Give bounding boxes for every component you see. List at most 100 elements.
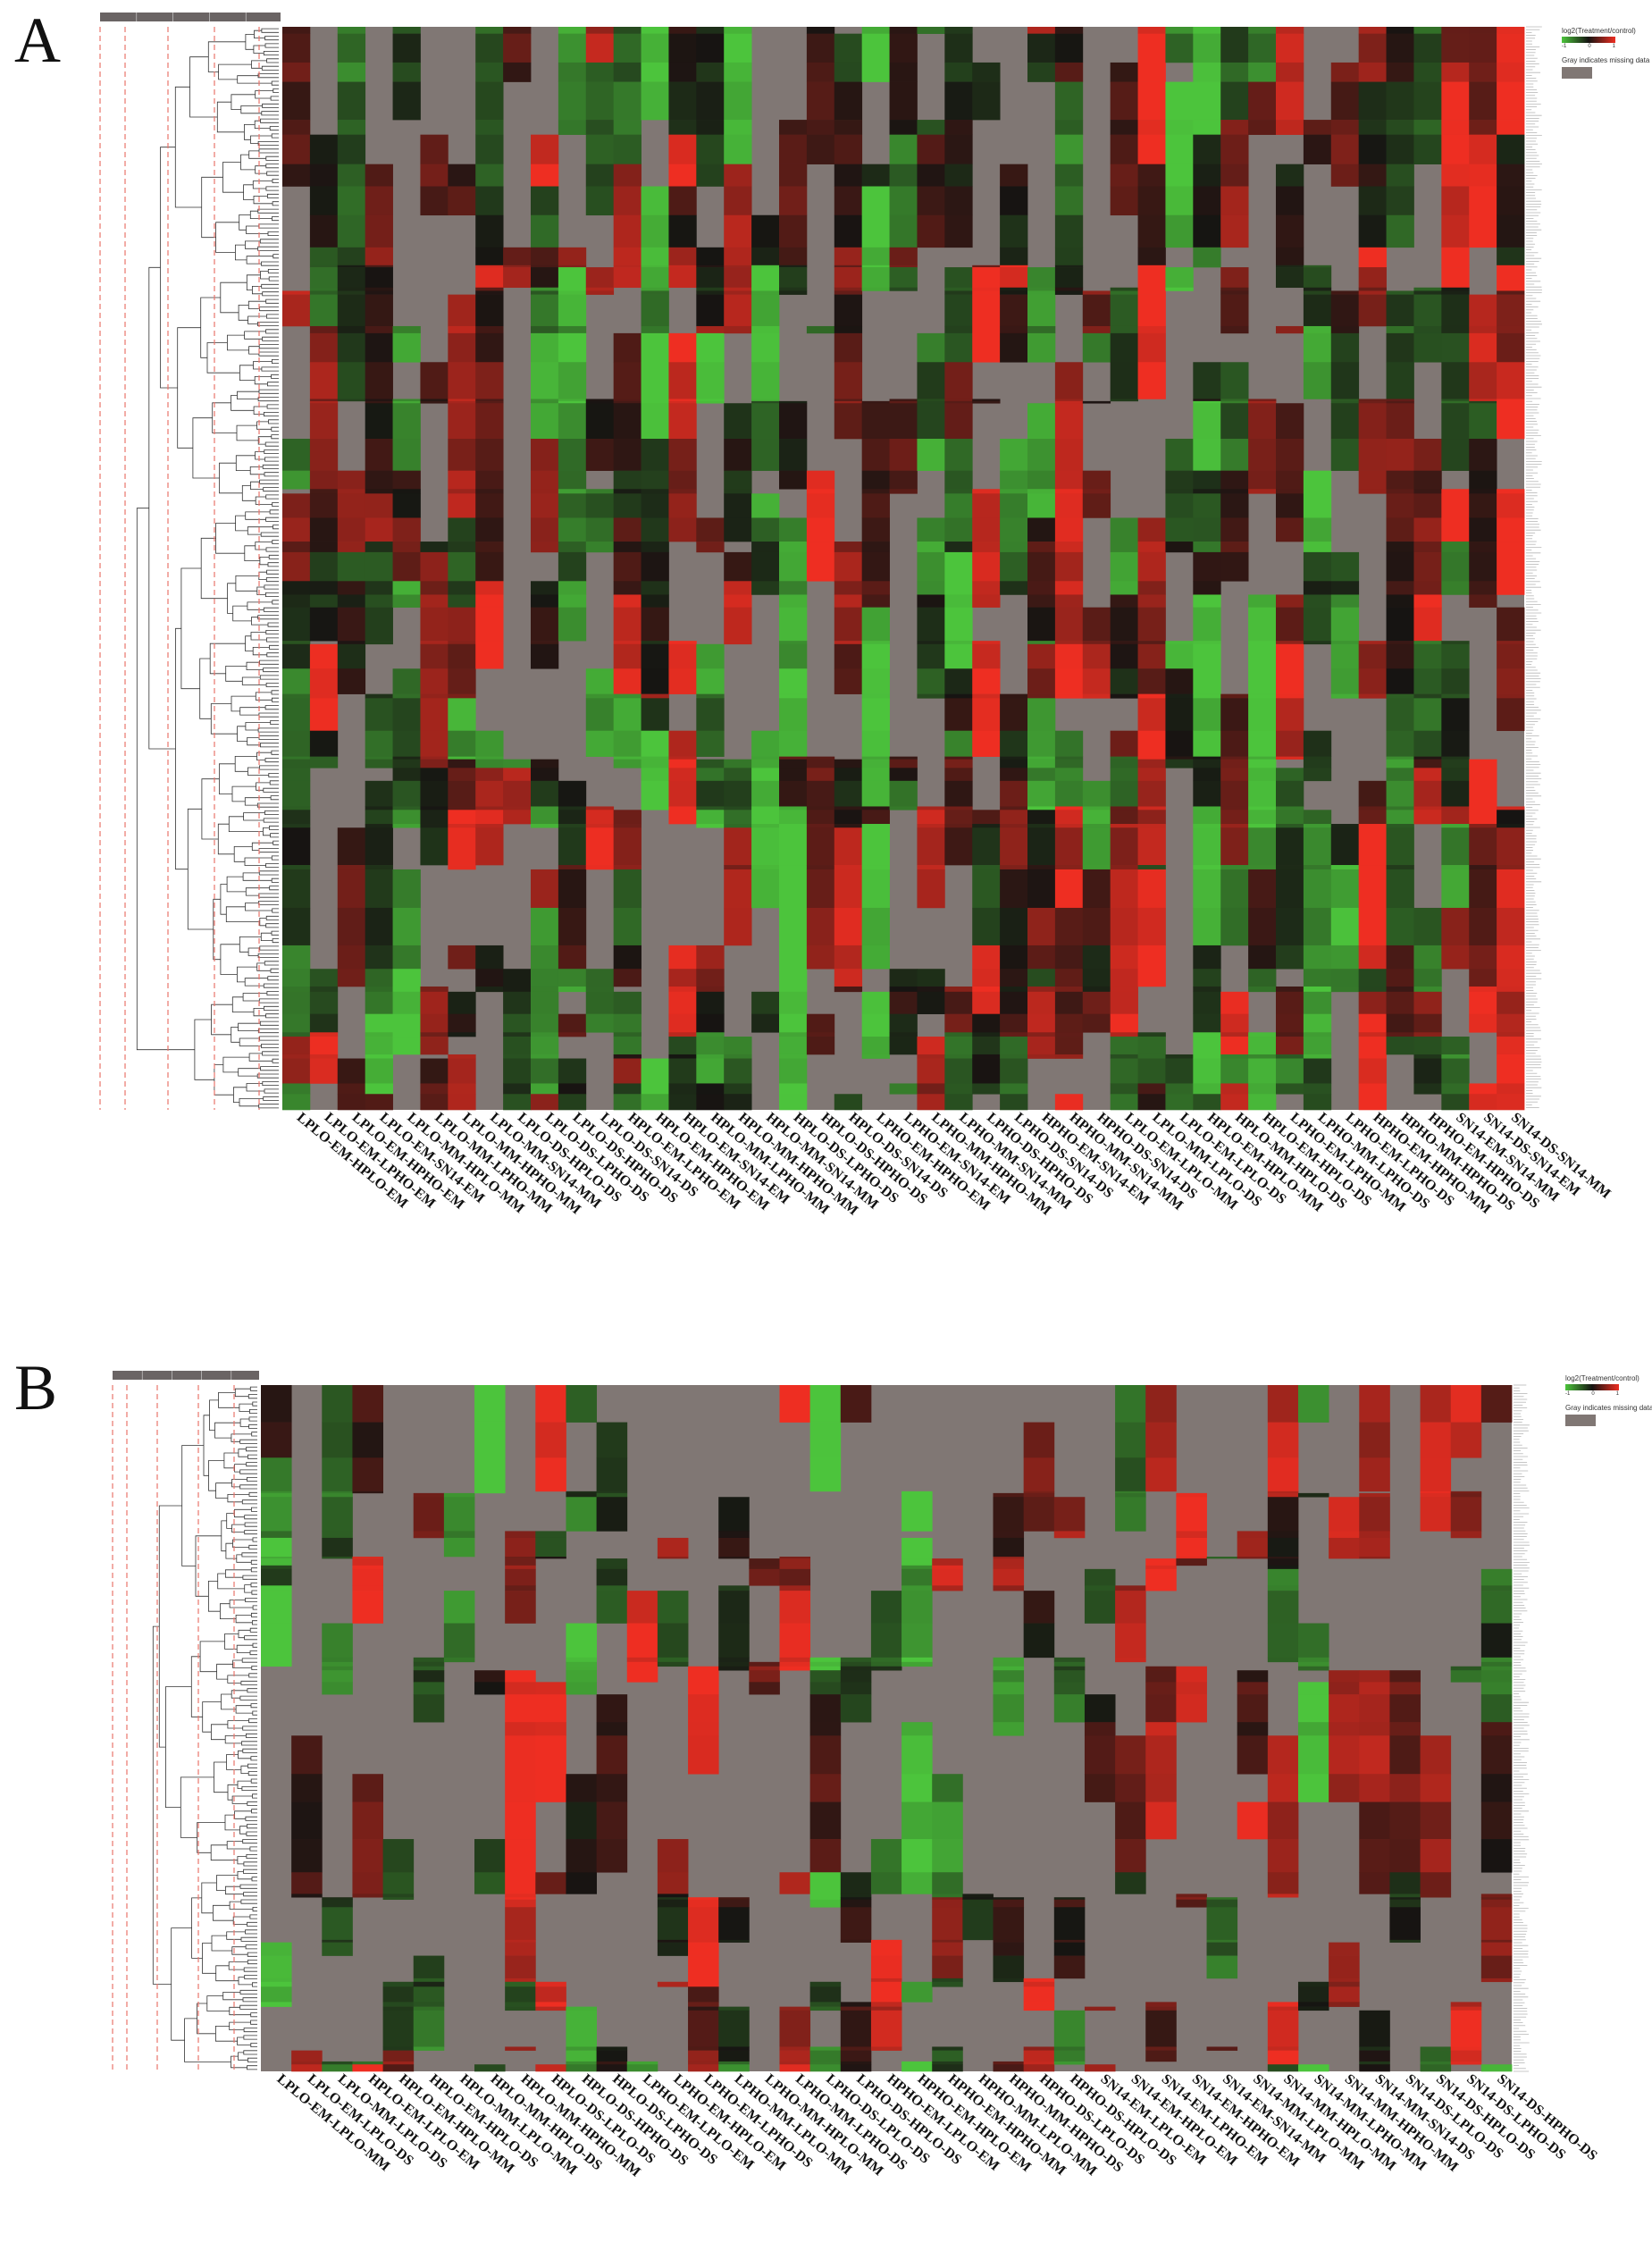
heatmap-cell xyxy=(1441,400,1470,404)
heatmap-cell xyxy=(365,403,393,440)
heatmap-cell xyxy=(1054,759,1084,768)
heatmap-cell xyxy=(1497,607,1525,642)
heatmap-cell xyxy=(1248,27,1277,34)
heatmap-cell xyxy=(1023,2064,1055,2072)
heatmap-cell xyxy=(840,1897,872,1901)
heatmap-cell xyxy=(688,2010,719,2047)
heatmap-cell xyxy=(1267,1894,1299,1898)
heatmap-cell xyxy=(1220,214,1249,248)
heatmap-cell xyxy=(365,489,393,494)
heatmap-cell xyxy=(613,1058,642,1084)
heatmap-cell xyxy=(1469,991,1497,1014)
heatmap-cell xyxy=(779,969,808,987)
heatmap-cell xyxy=(1413,945,1442,970)
heatmap-cell xyxy=(503,810,532,825)
heatmap-cell xyxy=(1054,399,1084,402)
heatmap-cell xyxy=(352,1568,383,1586)
heatmap-cell xyxy=(751,325,780,334)
heatmap-cell xyxy=(1441,120,1470,135)
heatmap-cell xyxy=(962,1894,994,1898)
legend-b-tick-mid: 0 xyxy=(1591,1391,1595,1397)
heatmap-cell xyxy=(1054,594,1084,608)
heatmap-cell xyxy=(1497,27,1525,34)
heatmap-cell xyxy=(475,134,504,164)
heatmap-cell xyxy=(779,641,808,645)
heatmap-cell xyxy=(558,81,587,121)
heatmap-cell xyxy=(1165,287,1194,291)
heatmap-cell xyxy=(1329,1986,1360,2003)
heatmap-cell xyxy=(613,247,642,266)
heatmap-cell xyxy=(1000,247,1028,266)
heatmap-cell xyxy=(696,1058,725,1084)
heatmap-cell xyxy=(1267,2061,1299,2065)
heatmap-cell xyxy=(724,186,752,216)
heatmap-cell xyxy=(1413,332,1442,363)
legend-b-missing-label: Gray indicates missing data xyxy=(1565,1404,1652,1412)
heatmap-cell xyxy=(1220,693,1249,699)
heatmap-cell xyxy=(1193,693,1221,699)
heatmap-cell xyxy=(309,362,339,399)
heatmap-cell xyxy=(1358,134,1387,164)
heatmap-cell xyxy=(668,403,697,440)
heatmap-cell xyxy=(1220,287,1249,291)
heatmap-cell xyxy=(1330,824,1360,828)
heatmap-cell xyxy=(322,1682,353,1695)
heatmap-cell xyxy=(282,1058,311,1084)
heatmap-cell xyxy=(1027,824,1056,828)
heatmap-cell xyxy=(1082,969,1111,987)
heatmap-cell xyxy=(535,1981,566,1987)
heatmap-cell xyxy=(585,267,615,289)
heatmap-cell xyxy=(1165,164,1194,187)
heatmap-cell xyxy=(1054,780,1084,807)
heatmap-cell xyxy=(724,439,752,471)
heatmap-cell xyxy=(448,551,476,582)
heatmap-cell xyxy=(779,945,808,970)
heatmap-cell xyxy=(668,120,697,135)
heatmap-cell xyxy=(657,1939,689,1943)
heatmap-cell xyxy=(751,332,780,363)
heatmap-cell xyxy=(1497,1054,1525,1059)
heatmap-cell xyxy=(889,780,918,807)
heatmap-cell xyxy=(724,403,752,440)
heatmap-cell xyxy=(1303,827,1332,866)
heatmap-cell xyxy=(1054,470,1084,490)
heatmap-cell xyxy=(779,1013,808,1033)
heatmap-cell xyxy=(1420,1894,1452,1898)
heatmap-cell xyxy=(861,643,890,669)
heatmap-cell xyxy=(448,643,476,669)
heatmap-cell xyxy=(889,214,918,248)
heatmap-cell xyxy=(1469,907,1497,946)
heatmap-cell xyxy=(1176,1899,1207,1908)
heatmap-cell xyxy=(1053,1657,1086,1663)
heatmap-cell xyxy=(1027,986,1056,993)
heatmap-cell xyxy=(724,1054,752,1059)
heatmap-cell xyxy=(834,607,863,642)
heatmap-cell xyxy=(688,1978,719,1983)
heatmap-cell xyxy=(1497,865,1525,870)
row-dendrogram xyxy=(136,28,279,1109)
heatmap-cell xyxy=(1145,2006,1177,2011)
heatmap-cell xyxy=(641,439,669,471)
heatmap-cell xyxy=(1276,824,1304,828)
heatmap-cell xyxy=(668,134,697,164)
heatmap-cell xyxy=(657,1657,689,1663)
heatmap-cell xyxy=(1053,1897,1086,1901)
heatmap-cell xyxy=(779,120,808,135)
heatmap-cell xyxy=(809,1839,842,1873)
heatmap-cell xyxy=(535,2002,566,2007)
heatmap-cell xyxy=(1386,542,1414,553)
heatmap-cell xyxy=(413,2046,445,2051)
heatmap-cell xyxy=(365,1058,393,1084)
heatmap-cell xyxy=(972,668,1001,694)
heatmap-cell xyxy=(1480,1942,1513,1956)
heatmap-cell xyxy=(1248,120,1277,135)
heatmap-cell xyxy=(917,827,945,866)
heatmap-cell xyxy=(505,1986,536,2003)
heatmap-cell xyxy=(641,489,669,494)
heatmap-cell xyxy=(1220,267,1249,289)
heatmap-cell xyxy=(1145,1585,1177,1591)
heatmap-cell xyxy=(944,643,973,669)
heatmap-cell xyxy=(1450,1670,1482,1683)
heatmap-cell xyxy=(282,756,311,760)
heatmap-cell xyxy=(917,607,945,642)
